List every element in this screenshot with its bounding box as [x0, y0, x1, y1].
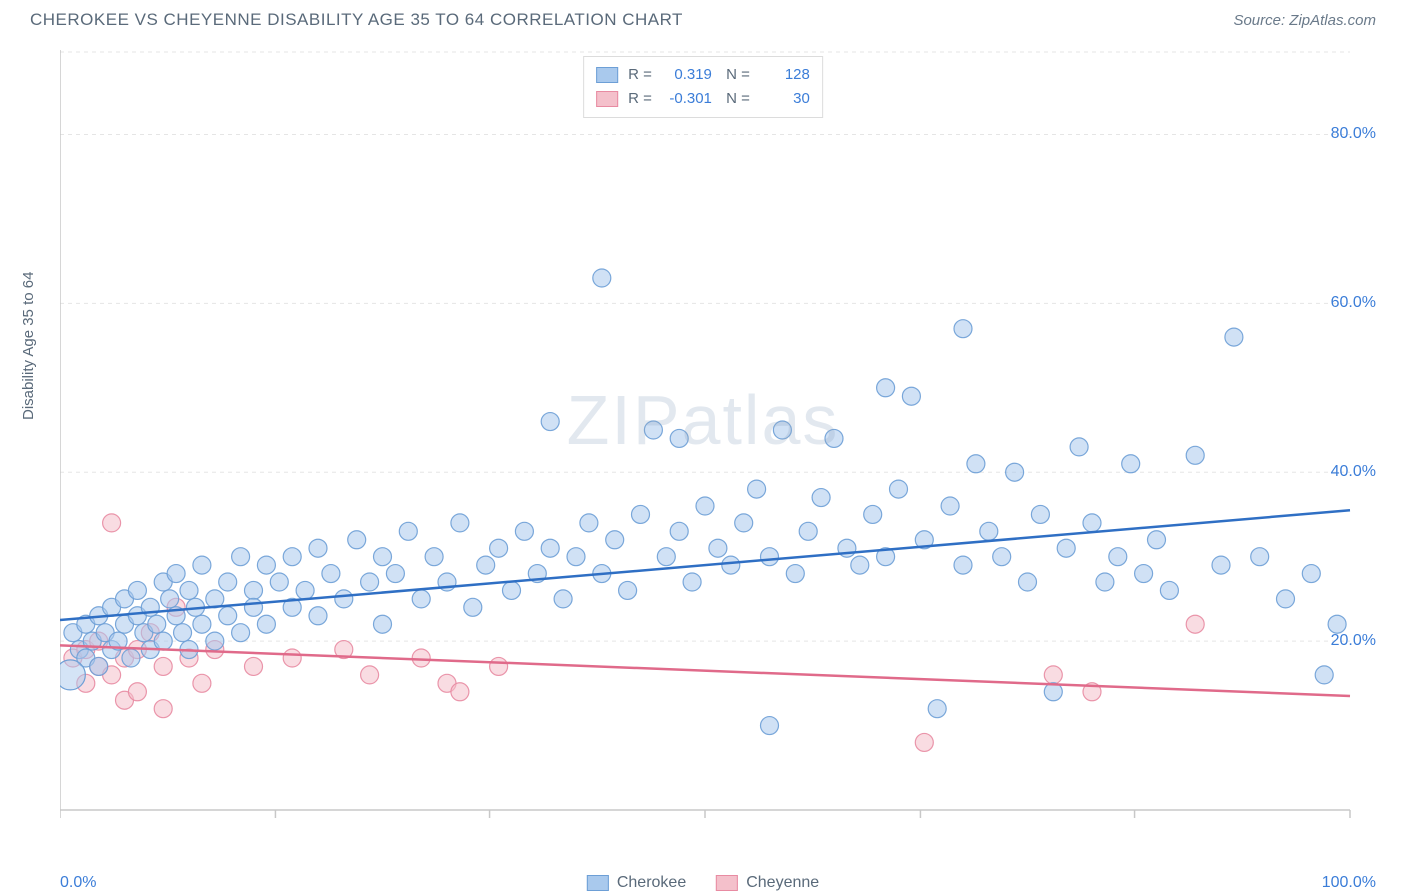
- r-value-cheyenne: -0.301: [662, 87, 712, 111]
- y-tick-label: 20.0%: [1331, 632, 1376, 650]
- legend-label-cherokee: Cherokee: [617, 874, 686, 892]
- legend-item-cherokee: Cherokee: [587, 874, 686, 892]
- x-axis-min-label: 0.0%: [60, 874, 96, 892]
- y-tick-label: 80.0%: [1331, 125, 1376, 143]
- r-value-cherokee: 0.319: [662, 63, 712, 87]
- swatch-cherokee: [596, 67, 618, 83]
- legend-label-cheyenne: Cheyenne: [746, 874, 819, 892]
- n-label: N =: [722, 63, 750, 87]
- swatch-cheyenne-icon: [716, 875, 738, 891]
- legend-item-cheyenne: Cheyenne: [716, 874, 819, 892]
- y-axis-label: Disability Age 35 to 64: [20, 272, 37, 420]
- y-tick-label: 60.0%: [1331, 294, 1376, 312]
- swatch-cherokee-icon: [587, 875, 609, 891]
- scatter-plot-svg: [60, 50, 1380, 820]
- correlation-legend: R = 0.319 N = 128 R = -0.301 N = 30: [583, 56, 823, 118]
- n-label: N =: [722, 87, 750, 111]
- series-legend: Cherokee Cheyenne: [587, 874, 819, 892]
- r-label: R =: [628, 87, 652, 111]
- chart-title: CHEROKEE VS CHEYENNE DISABILITY AGE 35 T…: [30, 10, 683, 30]
- swatch-cheyenne: [596, 91, 618, 107]
- n-value-cheyenne: 30: [760, 87, 810, 111]
- legend-row-cherokee: R = 0.319 N = 128: [596, 63, 810, 87]
- x-axis-max-label: 100.0%: [1322, 874, 1376, 892]
- source-attribution: Source: ZipAtlas.com: [1233, 12, 1376, 29]
- n-value-cherokee: 128: [760, 63, 810, 87]
- y-tick-label: 40.0%: [1331, 463, 1376, 481]
- r-label: R =: [628, 63, 652, 87]
- legend-row-cheyenne: R = -0.301 N = 30: [596, 87, 810, 111]
- chart-area: [60, 50, 1380, 820]
